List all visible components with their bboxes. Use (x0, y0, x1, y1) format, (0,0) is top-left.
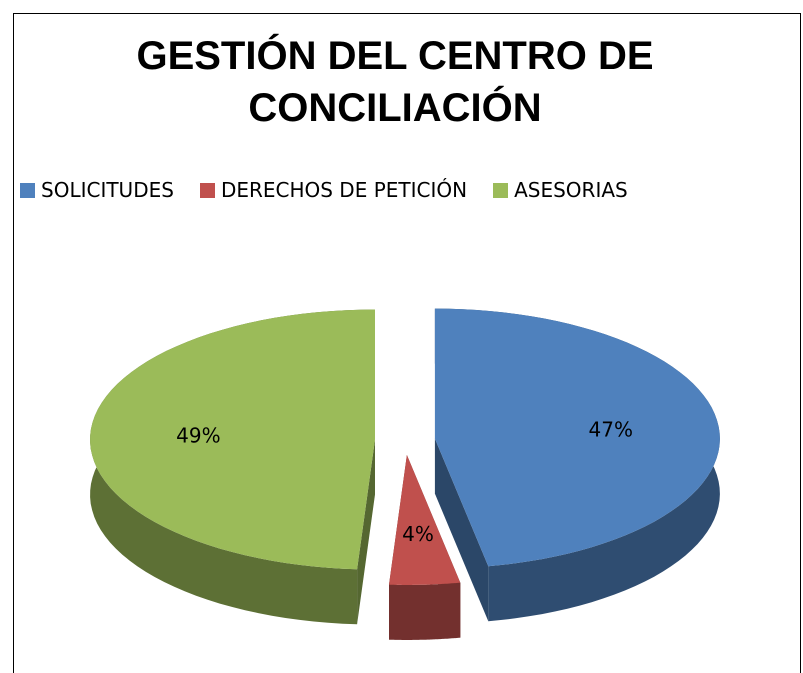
slice-cut-face (434, 438, 489, 622)
slice (90, 309, 375, 570)
slice-cut-face (357, 439, 375, 625)
slice (389, 455, 461, 585)
legend-label: ASESORIAS (514, 178, 628, 202)
slice-tops (90, 308, 720, 585)
data-label: 49% (176, 423, 220, 447)
legend-swatch (493, 182, 509, 198)
slice-side (389, 582, 461, 640)
slice (434, 308, 720, 567)
legend-swatch (199, 182, 215, 198)
legend-item: ASESORIAS (493, 178, 628, 202)
data-label: 47% (589, 418, 633, 442)
data-label: 4% (402, 522, 434, 546)
legend-label: DERECHOS DE PETICIÓN (220, 178, 468, 202)
data-labels: 47% 4% 49% (176, 418, 633, 546)
legend-item: DERECHOS DE PETICIÓN (199, 178, 468, 202)
legend-item: SOLICITUDES (20, 178, 174, 202)
legend-swatch (20, 182, 35, 198)
legend: SOLICITUDES DERECHOS DE PETICIÓN ASESORIAS (20, 178, 790, 202)
chart-frame (13, 13, 801, 673)
legend-label: SOLICITUDES (41, 178, 174, 202)
chart-title: GESTIÓN DEL CENTRO DE CONCILIACIÓN (136, 34, 654, 130)
